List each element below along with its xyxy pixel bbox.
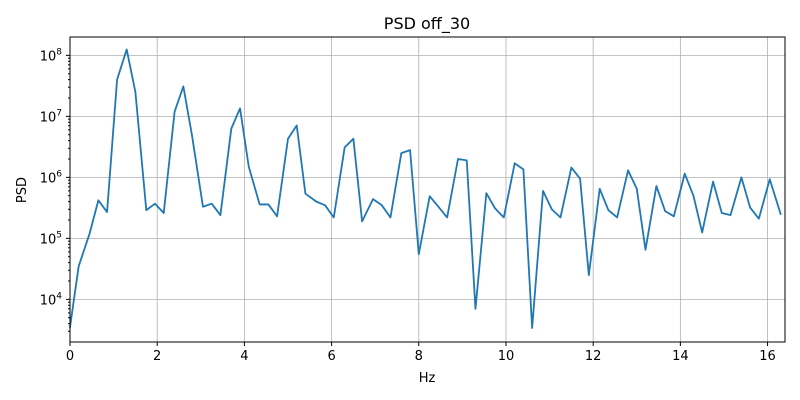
axes-frame <box>69 36 786 343</box>
y-tick-label: 105 <box>40 230 62 247</box>
x-tick-label: 16 <box>759 349 776 364</box>
y-axis-label: PSD <box>15 177 30 203</box>
psd-line <box>69 48 782 329</box>
x-axis: 0 2 4 6 8 10 12 14 16 <box>66 342 776 364</box>
x-tick-label: 2 <box>153 349 161 364</box>
x-tick-label: 8 <box>415 349 423 364</box>
x-axis-label: Hz <box>419 371 436 386</box>
y-tick-label: 106 <box>40 169 63 186</box>
y-axis: 104 105 106 107 108 <box>40 47 70 332</box>
plot-area <box>69 48 782 329</box>
x-tick-label: 4 <box>240 349 248 364</box>
x-tick-label: 10 <box>498 349 515 364</box>
x-tick-label: 6 <box>327 349 335 364</box>
x-tick-label: 12 <box>585 349 602 364</box>
y-tick-label: 107 <box>40 108 62 125</box>
grid <box>69 37 785 342</box>
x-tick-label: 14 <box>672 349 689 364</box>
x-tick-label: 0 <box>66 349 74 364</box>
y-tick-label: 104 <box>40 291 63 308</box>
y-tick-label: 108 <box>40 47 63 64</box>
chart-title: PSD off_30 <box>384 14 470 34</box>
